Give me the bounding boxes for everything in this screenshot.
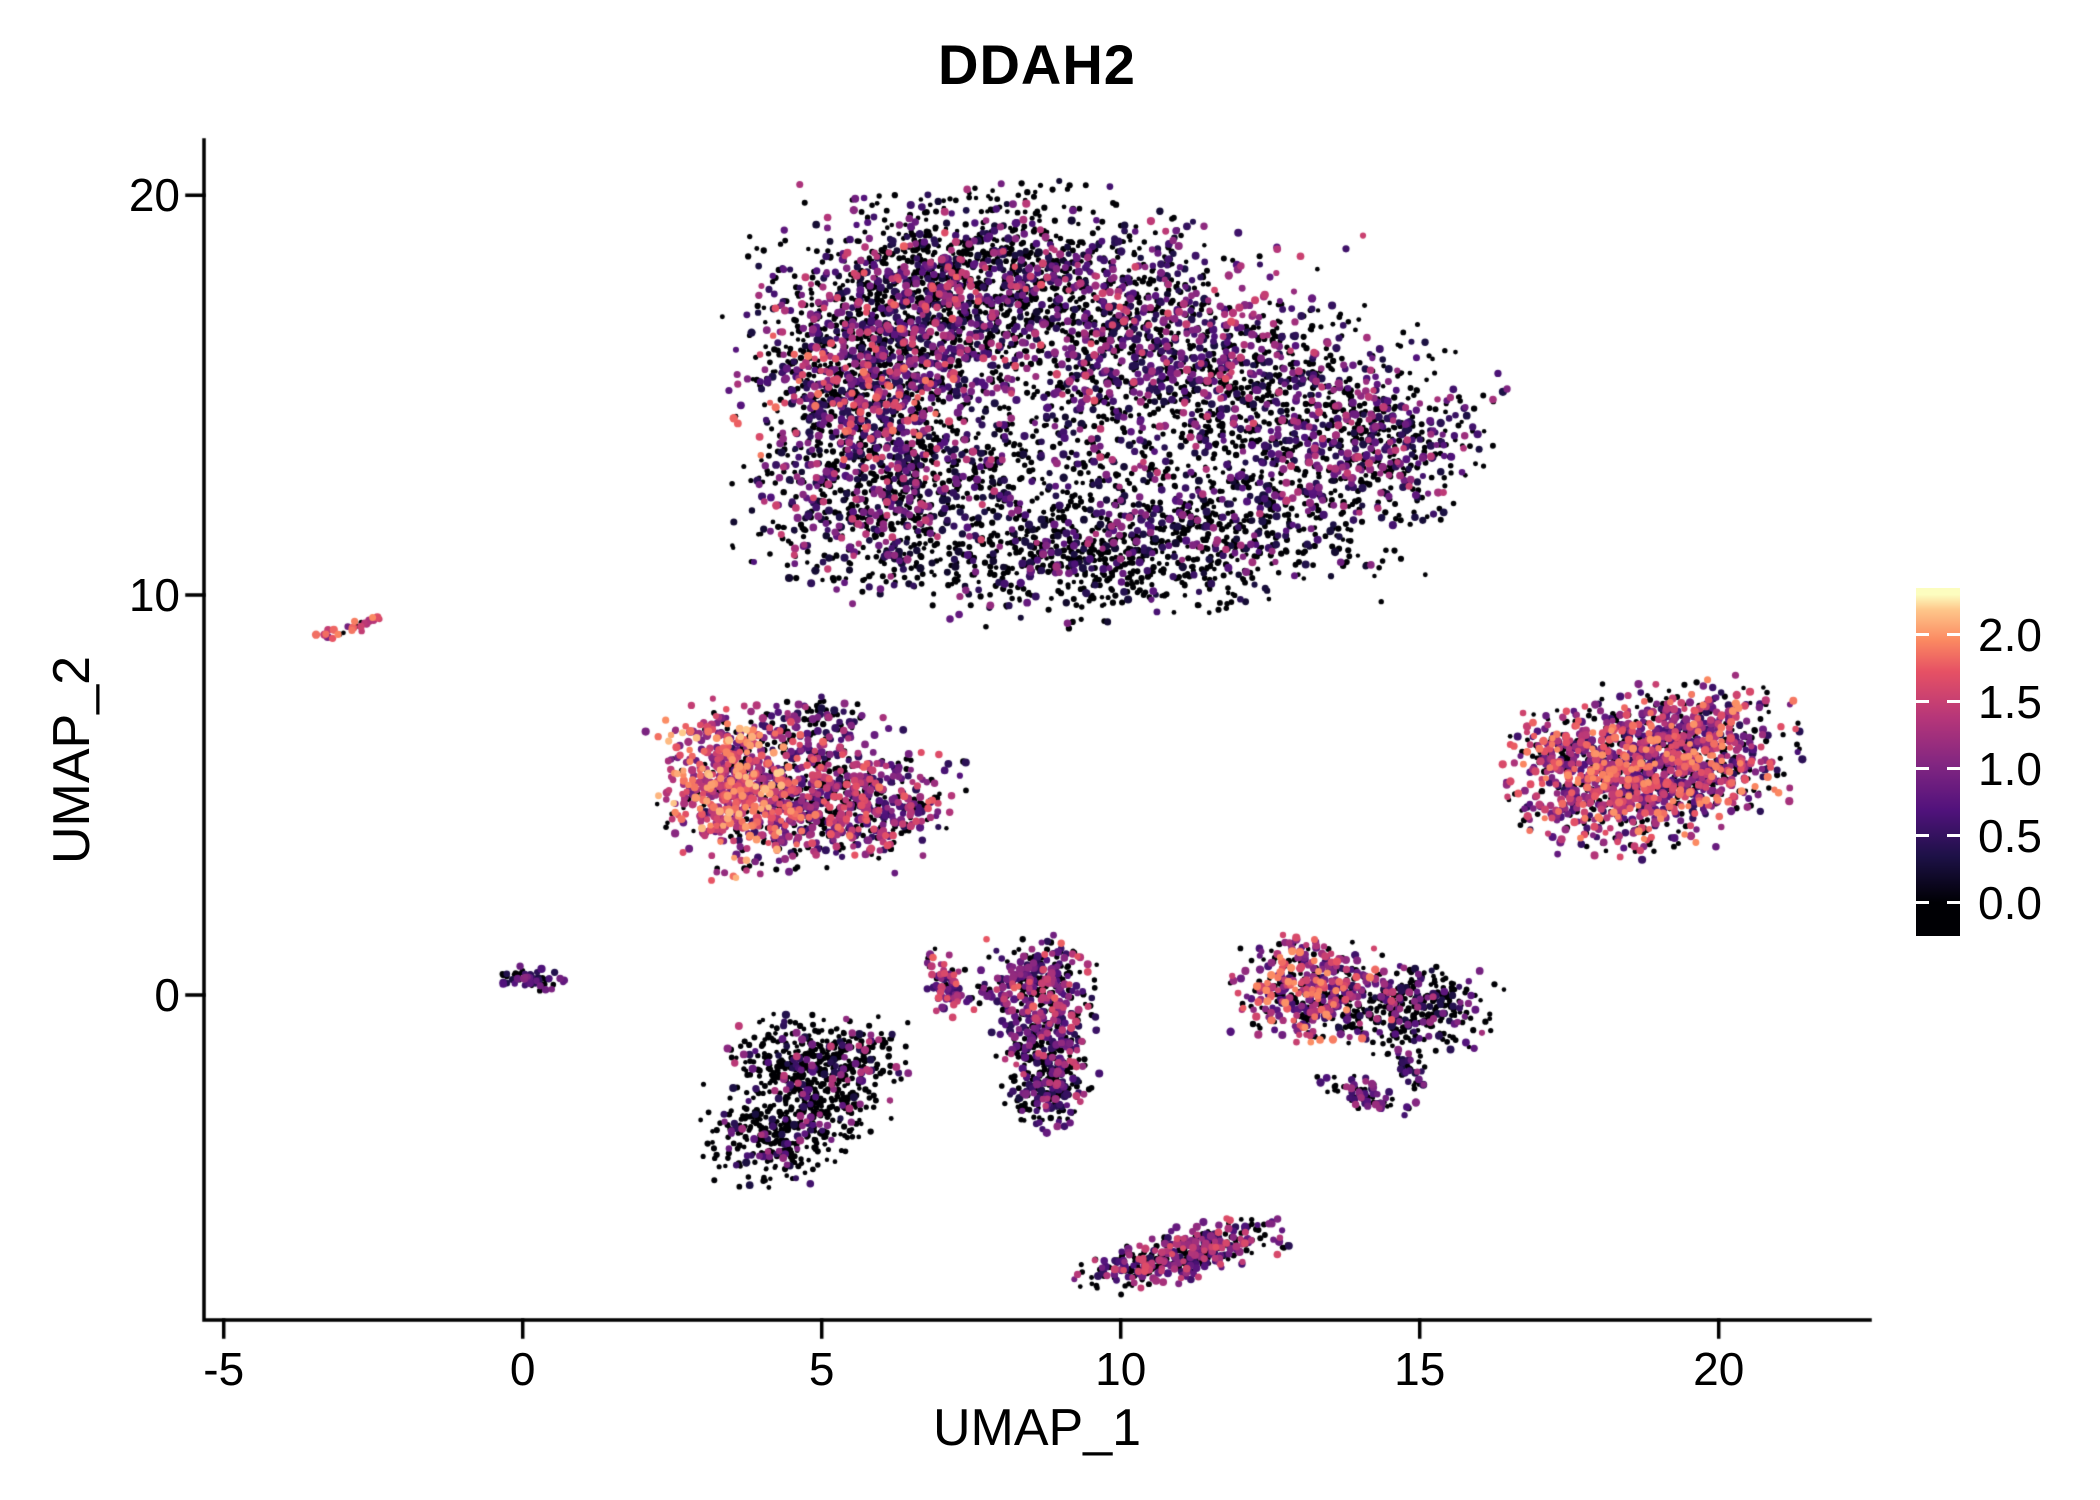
colorbar-tick-mark [1916, 767, 1929, 771]
colorbar [1916, 588, 1960, 936]
colorbar-tick-label: 1.5 [1978, 675, 2042, 728]
colorbar-tick-mark [1947, 700, 1960, 704]
colorbar-tick-mark [1916, 834, 1929, 838]
colorbar-tick-mark [1947, 901, 1960, 905]
colorbar-tick-mark [1947, 633, 1960, 637]
x-tick-label: 20 [1693, 1343, 1745, 1395]
x-axis-label: UMAP_1 [932, 1399, 1142, 1457]
x-tick-label: -5 [203, 1343, 245, 1395]
colorbar-tick-mark [1916, 633, 1929, 637]
y-tick-label: 20 [128, 169, 180, 222]
colorbar-tick-label: 0.5 [1978, 809, 2042, 862]
x-tick-label: 5 [808, 1343, 835, 1395]
colorbar-gradient [1916, 588, 1960, 936]
colorbar-tick-label: 1.0 [1978, 742, 2042, 795]
plot-title: DDAH2 [938, 33, 1136, 96]
y-tick-label: 0 [154, 968, 180, 1021]
colorbar-tick-mark [1916, 901, 1929, 905]
x-tick-label: 0 [509, 1343, 536, 1395]
colorbar-tick-mark [1916, 700, 1929, 704]
x-tick-label: 10 [1095, 1343, 1147, 1395]
x-tick-label: 15 [1394, 1343, 1446, 1395]
y-tick-label: 10 [128, 569, 180, 622]
y-axis-label: UMAP_2 [43, 655, 101, 865]
colorbar-tick-mark [1947, 834, 1960, 838]
colorbar-tick-label: 2.0 [1978, 608, 2042, 661]
colorbar-tick-label: 0.0 [1978, 876, 2042, 929]
colorbar-tick-mark [1947, 767, 1960, 771]
